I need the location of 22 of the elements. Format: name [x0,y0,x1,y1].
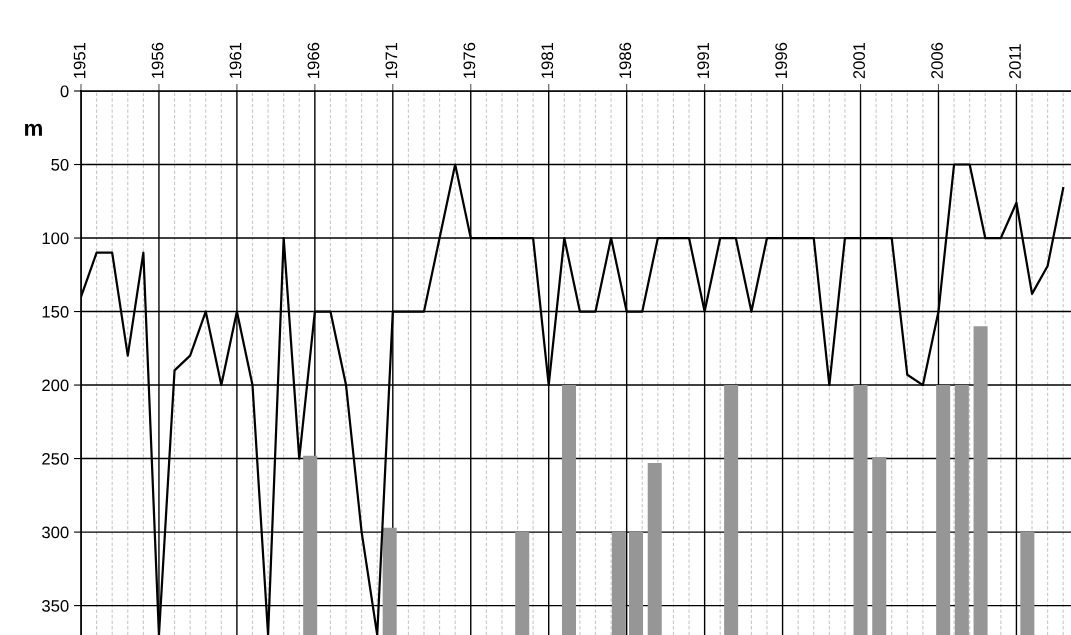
y-tick-label: 200 [42,379,69,392]
y-tick-label: 50 [51,158,69,171]
x-tick-label: 2011 [1009,44,1021,79]
y-tick-label: 100 [42,232,69,245]
x-tick-label: 1996 [775,42,788,78]
y-tick-label: 300 [42,526,69,539]
x-tick-label: 1961 [229,42,242,78]
x-tick-label: 1951 [73,42,86,78]
x-tick-label: 1966 [307,42,320,78]
x-tick-label: 1976 [463,42,476,78]
y-tick-label: 250 [42,452,69,465]
x-tick-label: 1956 [151,42,164,78]
x-tick-label: 1971 [385,42,398,78]
x-tick-label: 2006 [931,42,943,79]
x-tick-label: 1986 [619,42,632,78]
y-tick-label: 350 [42,600,69,612]
y-tick-label: 150 [42,305,69,318]
y-axis-title: m [25,123,42,136]
x-tick-label: 1981 [541,42,554,78]
x-tick-label: 2001 [853,42,865,79]
y-tick-label: 0 [60,85,69,98]
x-tick-label: 1991 [697,42,710,78]
